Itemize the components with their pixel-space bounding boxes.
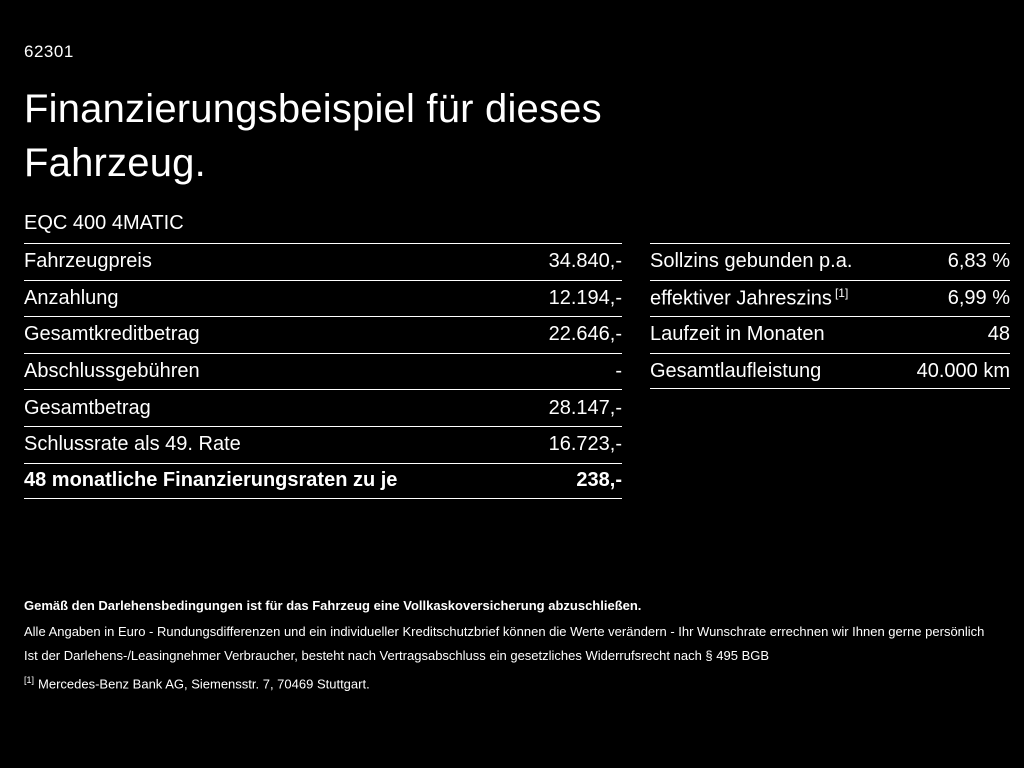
row-value: 34.840,- bbox=[548, 250, 622, 273]
row-value: 238,- bbox=[576, 469, 622, 492]
document-code: 62301 bbox=[24, 42, 74, 61]
conditions-table: Sollzins gebunden p.a. 6,83 % effektiver… bbox=[650, 243, 1010, 390]
disclaimer-line: Ist der Darlehens-/Leasingnehmer Verbrau… bbox=[24, 648, 770, 663]
row-label: Gesamtbetrag bbox=[24, 396, 151, 419]
row-label: Laufzeit in Monaten bbox=[650, 323, 825, 346]
table-row-monthly-rate: 48 monatliche Finanzierungsraten zu je 2… bbox=[24, 462, 622, 500]
financing-table: Fahrzeugpreis 34.840,- Anzahlung 12.194,… bbox=[24, 243, 622, 500]
vehicle-model: EQC 400 4MATIC bbox=[24, 212, 184, 234]
table-row: Sollzins gebunden p.a. 6,83 % bbox=[650, 243, 1010, 280]
row-value: - bbox=[615, 360, 622, 383]
table-row: Abschlussgebühren - bbox=[24, 352, 622, 390]
row-label: Gesamtlaufleistung bbox=[650, 359, 822, 382]
table-row: Schlussrate als 49. Rate 16.723,- bbox=[24, 425, 622, 463]
row-value: 6,99 % bbox=[947, 286, 1010, 309]
row-label: Abschlussgebühren bbox=[24, 360, 200, 383]
insurance-note: Gemäß den Darlehensbedingungen ist für d… bbox=[24, 598, 642, 613]
footnote-text: Mercedes-Benz Bank AG, Siemensstr. 7, 70… bbox=[38, 676, 370, 692]
table-row: Fahrzeugpreis 34.840,- bbox=[24, 243, 622, 280]
table-row: effektiver Jahreszins [1] 6,99 % bbox=[650, 279, 1010, 317]
table-row: Gesamtkreditbetrag 22.646,- bbox=[24, 316, 622, 353]
bank-footnote: [1] Mercedes-Benz Bank AG, Siemensstr. 7,… bbox=[24, 672, 1000, 692]
footnote-marker: [1] bbox=[24, 675, 35, 685]
row-label: Anzahlung bbox=[24, 286, 119, 309]
row-value: 6,83 % bbox=[947, 250, 1010, 273]
row-label: Sollzins gebunden p.a. bbox=[650, 250, 853, 273]
row-value: 12.194,- bbox=[548, 286, 622, 309]
row-label: effektiver Jahreszins [1] bbox=[650, 286, 849, 310]
footnote-reference: [1] bbox=[834, 286, 849, 301]
table-row: Gesamtlaufleistung 40.000 km bbox=[650, 352, 1010, 390]
page-title: Finanzierungsbeispiel für dieses Fahrzeu… bbox=[24, 87, 602, 185]
table-row: Laufzeit in Monaten 48 bbox=[650, 316, 1010, 353]
row-value: 40.000 km bbox=[916, 359, 1010, 382]
row-label: Schlussrate als 49. Rate bbox=[24, 433, 241, 456]
row-value: 22.646,- bbox=[548, 323, 622, 346]
row-value: 16.723,- bbox=[548, 433, 622, 456]
row-value: 28.147,- bbox=[548, 396, 622, 419]
row-label: 48 monatliche Finanzierungsraten zu je bbox=[24, 469, 398, 492]
disclaimer-line: Alle Angaben in Euro - Rundungsdifferenz… bbox=[24, 624, 985, 639]
table-row: Anzahlung 12.194,- bbox=[24, 279, 622, 317]
legal-footer: Gemäß den Darlehensbedingungen ist für d… bbox=[24, 598, 1000, 700]
table-row: Gesamtbetrag 28.147,- bbox=[24, 389, 622, 426]
row-label: Gesamtkreditbetrag bbox=[24, 323, 200, 346]
row-value: 48 bbox=[987, 323, 1010, 346]
row-label: Fahrzeugpreis bbox=[24, 250, 152, 273]
